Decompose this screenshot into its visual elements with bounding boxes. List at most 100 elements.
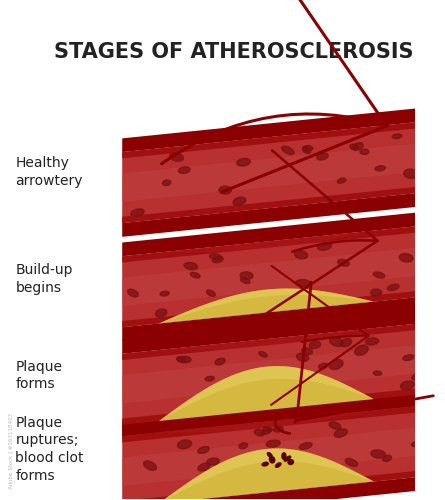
Ellipse shape: [144, 461, 157, 470]
Ellipse shape: [365, 338, 379, 345]
Ellipse shape: [198, 446, 209, 454]
Polygon shape: [122, 322, 429, 424]
Ellipse shape: [274, 426, 283, 432]
Ellipse shape: [282, 146, 294, 154]
Polygon shape: [122, 121, 429, 158]
Ellipse shape: [131, 209, 144, 216]
Ellipse shape: [263, 427, 272, 432]
Polygon shape: [122, 426, 429, 486]
Ellipse shape: [330, 337, 343, 346]
Polygon shape: [159, 366, 374, 421]
Ellipse shape: [317, 242, 332, 250]
Ellipse shape: [162, 180, 171, 186]
Ellipse shape: [299, 442, 312, 450]
Ellipse shape: [269, 456, 275, 462]
Ellipse shape: [329, 422, 341, 430]
Ellipse shape: [262, 428, 271, 434]
Ellipse shape: [237, 158, 250, 166]
Ellipse shape: [296, 353, 309, 362]
Polygon shape: [159, 288, 374, 324]
Ellipse shape: [206, 458, 219, 465]
Polygon shape: [122, 192, 429, 237]
Ellipse shape: [303, 147, 311, 154]
Ellipse shape: [400, 381, 414, 390]
Ellipse shape: [404, 169, 418, 178]
Ellipse shape: [178, 167, 190, 173]
Ellipse shape: [399, 254, 413, 262]
Ellipse shape: [350, 144, 358, 150]
Ellipse shape: [282, 453, 286, 460]
Ellipse shape: [177, 356, 191, 362]
Ellipse shape: [295, 250, 307, 259]
Ellipse shape: [240, 272, 253, 280]
Ellipse shape: [270, 458, 275, 463]
Polygon shape: [122, 394, 429, 438]
Text: Build-up
begins: Build-up begins: [15, 263, 73, 295]
Polygon shape: [122, 212, 429, 256]
Polygon shape: [122, 391, 429, 436]
Ellipse shape: [190, 272, 200, 278]
Ellipse shape: [198, 463, 210, 471]
Ellipse shape: [373, 272, 385, 278]
Ellipse shape: [345, 458, 358, 466]
Polygon shape: [159, 366, 374, 421]
Ellipse shape: [371, 289, 381, 296]
Ellipse shape: [212, 256, 223, 262]
Ellipse shape: [337, 178, 346, 184]
Polygon shape: [122, 388, 429, 424]
Polygon shape: [122, 290, 429, 327]
Polygon shape: [122, 470, 429, 500]
Ellipse shape: [340, 338, 352, 346]
Ellipse shape: [177, 356, 186, 362]
Ellipse shape: [233, 197, 246, 205]
Polygon shape: [122, 405, 429, 442]
Ellipse shape: [184, 262, 198, 270]
Polygon shape: [122, 322, 429, 360]
Ellipse shape: [266, 440, 280, 447]
Polygon shape: [122, 476, 429, 500]
Ellipse shape: [262, 462, 268, 466]
Text: Plaque
ruptures;
blood clot
forms: Plaque ruptures; blood clot forms: [15, 416, 84, 483]
Ellipse shape: [302, 348, 312, 354]
Text: Healthy
arrowtery: Healthy arrowtery: [15, 156, 83, 188]
Ellipse shape: [219, 186, 231, 194]
Polygon shape: [159, 448, 374, 500]
Ellipse shape: [360, 149, 369, 154]
Polygon shape: [122, 225, 429, 262]
Ellipse shape: [411, 442, 421, 447]
Ellipse shape: [403, 355, 414, 360]
Polygon shape: [122, 246, 429, 306]
Ellipse shape: [329, 360, 343, 370]
Text: Adobe Stock | #163118403: Adobe Stock | #163118403: [9, 413, 14, 489]
Polygon shape: [159, 448, 374, 500]
Polygon shape: [122, 296, 429, 341]
Ellipse shape: [205, 376, 214, 381]
Ellipse shape: [334, 429, 348, 438]
Polygon shape: [122, 405, 429, 500]
Polygon shape: [122, 121, 429, 223]
Polygon shape: [159, 288, 374, 324]
Ellipse shape: [392, 134, 402, 138]
Ellipse shape: [178, 440, 192, 449]
Ellipse shape: [254, 430, 264, 436]
Ellipse shape: [259, 352, 267, 357]
Ellipse shape: [375, 166, 385, 171]
Ellipse shape: [352, 143, 363, 150]
Polygon shape: [159, 230, 374, 252]
Ellipse shape: [215, 358, 225, 365]
Polygon shape: [122, 309, 429, 354]
Ellipse shape: [412, 373, 422, 380]
Polygon shape: [159, 410, 374, 432]
Polygon shape: [122, 107, 429, 152]
Ellipse shape: [210, 254, 222, 260]
Text: STAGES OF ATHEROSCLEROSIS: STAGES OF ATHEROSCLEROSIS: [54, 42, 413, 62]
Ellipse shape: [275, 463, 281, 468]
Polygon shape: [159, 328, 374, 350]
Ellipse shape: [383, 455, 392, 462]
Ellipse shape: [309, 341, 320, 348]
Ellipse shape: [288, 460, 293, 464]
Polygon shape: [122, 344, 429, 404]
Ellipse shape: [241, 278, 250, 283]
Ellipse shape: [388, 284, 399, 290]
Ellipse shape: [295, 280, 310, 286]
